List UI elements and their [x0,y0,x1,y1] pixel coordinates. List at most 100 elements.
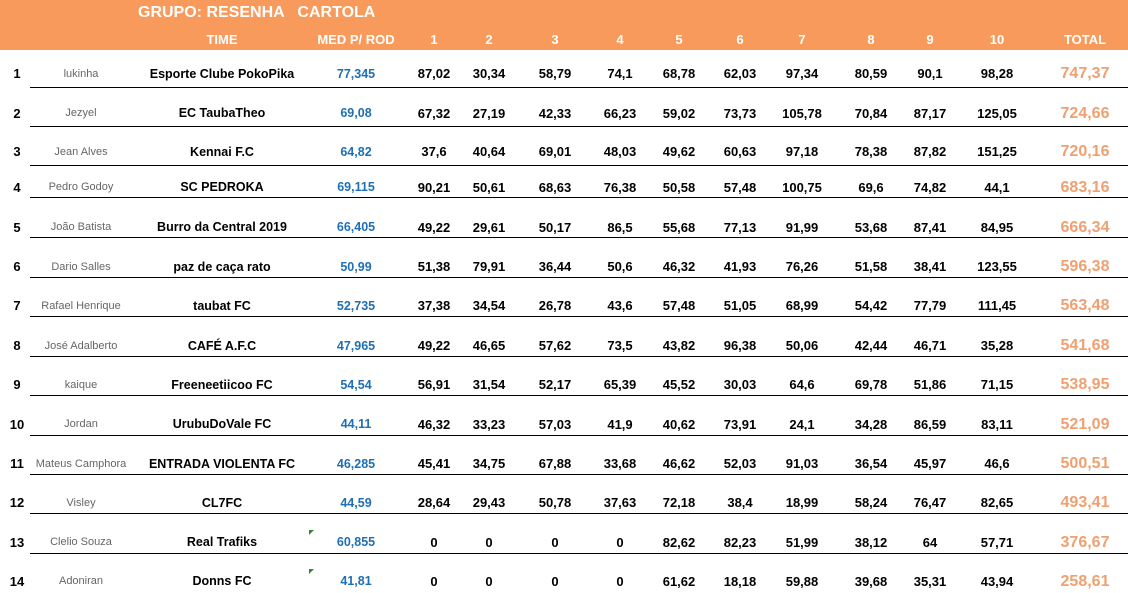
average-cell: 44,59 [340,496,372,510]
round-score: 49,22 [417,220,451,235]
average-cell: 69,115 [337,180,375,194]
rank-cell: 14 [9,574,25,589]
table-row: 8 José Adalberto CAFÉ A.F.C 47,965 49,22 46,6… [0,335,1128,357]
round-score: 34,28 [854,417,888,432]
comment-marker [309,569,314,574]
round-score: 18,18 [723,574,757,589]
round-score: 33,68 [603,456,637,471]
group-title: GRUPO: RESENHA CARTOLA [138,4,376,21]
round-score: 87,02 [417,66,451,81]
round-score: 69,6 [858,180,884,195]
header-round-4: 4 [616,32,624,47]
round-score: 48,03 [603,144,637,159]
total-cell: 541,68 [1060,337,1110,354]
rank-cell: 1 [13,66,21,81]
round-score: 90,21 [417,180,451,195]
round-score: 58,24 [854,495,888,510]
total-cell: 521,09 [1060,416,1110,433]
round-score: 50,17 [538,220,572,235]
row-divider [30,87,1128,88]
table-row: 7 Rafael Henrique taubat FC 52,735 37,38 34,5… [0,295,1128,317]
round-score: 91,03 [785,456,819,471]
average-cell: 41,81 [340,574,372,588]
round-score: 82,65 [980,495,1014,510]
round-score: 90,1 [917,66,943,81]
total-cell: 747,37 [1060,65,1110,82]
team-name: Kennai F.C [190,145,254,159]
team-name: UrubuDoVale FC [172,417,272,431]
team-name: Esporte Clube PokoPika [149,67,295,81]
round-score: 35,31 [913,574,947,589]
header-total: TOTAL [1063,32,1107,47]
round-score: 50,78 [538,495,572,510]
round-score: 58,79 [538,66,572,81]
round-score: 50,6 [607,259,633,274]
total-cell: 720,16 [1060,143,1110,160]
table-row: 3 Jean Alves Kennai F.C 64,82 37,6 40,64 69,01… [0,138,1128,166]
round-score: 78,38 [854,144,888,159]
round-score: 33,23 [472,417,506,432]
round-score: 56,91 [417,377,451,392]
player-name: José Adalberto [44,340,118,352]
round-score: 51,38 [417,259,451,274]
table-row: 6 Dario Salles paz de caça rato 50,99 51,38 7… [0,256,1128,278]
round-score: 46,71 [913,338,947,353]
total-cell: 724,66 [1060,105,1110,122]
round-score: 59,88 [785,574,819,589]
round-score: 83,11 [981,417,1013,432]
round-score: 28,64 [417,495,451,510]
table-row: 11 Mateus Camphora ENTRADA VIOLENTA FC 46,2… [0,453,1128,475]
row-divider [30,356,1128,357]
header-team: TIME [206,32,238,47]
round-score: 76,47 [913,495,947,510]
average-cell: 66,405 [336,220,376,234]
round-score: 57,48 [723,180,757,195]
round-score: 51,86 [913,377,947,392]
round-score: 77,79 [913,298,947,313]
total-cell: 596,38 [1060,258,1110,275]
round-score: 34,54 [472,298,506,313]
round-score: 35,28 [980,338,1014,353]
row-divider [30,126,1128,127]
player-name: kaique [64,379,98,391]
team-name: Burro da Central 2019 [157,220,287,234]
round-score: 66,23 [603,106,637,121]
round-score: 27,19 [472,106,506,121]
round-score: 55,68 [662,220,696,235]
rank-cell: 4 [13,180,21,195]
rank-cell: 3 [13,144,21,159]
round-score: 51,99 [785,535,819,550]
round-score: 86,59 [913,417,947,432]
round-score: 0 [551,535,559,550]
round-score: 76,26 [785,259,819,274]
round-score: 37,6 [421,144,447,159]
comment-marker [309,530,314,535]
round-score: 125,05 [977,106,1017,121]
rank-cell: 12 [9,495,25,510]
table-row: 10 Jordan UrubuDoVale FC 44,11 46,32 33,23 57,… [0,413,1128,436]
rank-cell: 7 [13,298,21,313]
player-name: João Batista [50,221,112,233]
header-round-2: 2 [485,32,493,47]
round-score: 123,55 [977,259,1017,274]
round-score: 52,17 [538,377,572,392]
round-score: 67,32 [417,106,451,121]
average-cell: 46,285 [336,457,376,471]
round-score: 0 [551,574,559,589]
round-score: 62,03 [723,66,757,81]
round-score: 37,38 [417,298,451,313]
round-score: 50,58 [662,180,696,195]
round-score: 26,78 [538,298,572,313]
round-score: 18,99 [785,495,819,510]
round-score: 37,63 [603,495,637,510]
round-score: 64,6 [789,377,815,392]
round-score: 68,63 [538,180,572,195]
round-score: 38,4 [727,495,753,510]
round-score: 45,52 [662,377,696,392]
round-score: 105,78 [782,106,822,121]
round-score: 74,1 [607,66,633,81]
team-name: Donns FC [192,574,252,588]
round-score: 30,03 [723,377,757,392]
round-score: 44,1 [984,180,1010,195]
average-cell: 44,11 [340,417,372,431]
